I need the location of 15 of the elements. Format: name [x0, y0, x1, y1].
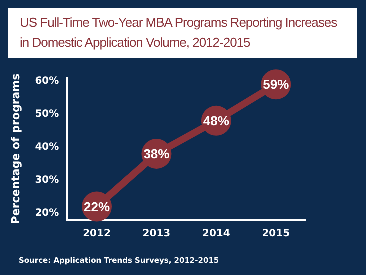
data-label: 22%: [84, 199, 110, 214]
y-tick-label: 30%: [35, 174, 60, 186]
y-tick-label: 50%: [35, 108, 60, 120]
data-label: 48%: [203, 114, 230, 129]
x-tick-label: 2013: [142, 228, 171, 240]
data-label: 59%: [263, 77, 290, 92]
x-tick-label: 2012: [83, 228, 111, 240]
x-tick-label: 2015: [262, 228, 290, 240]
y-axis-title: Percentage of programs: [9, 73, 22, 224]
chart-title: US Full-Time Two-Year MBA Programs Reporting Increases in Domestic Application Volume, 2012-2015: [8, 8, 357, 58]
x-tick-label: 2014: [202, 228, 230, 240]
y-tick-label: 40%: [35, 142, 60, 153]
data-label: 38%: [144, 146, 170, 162]
y-tick-label: 60%: [35, 76, 60, 87]
y-tick-label: 20%: [35, 208, 60, 219]
